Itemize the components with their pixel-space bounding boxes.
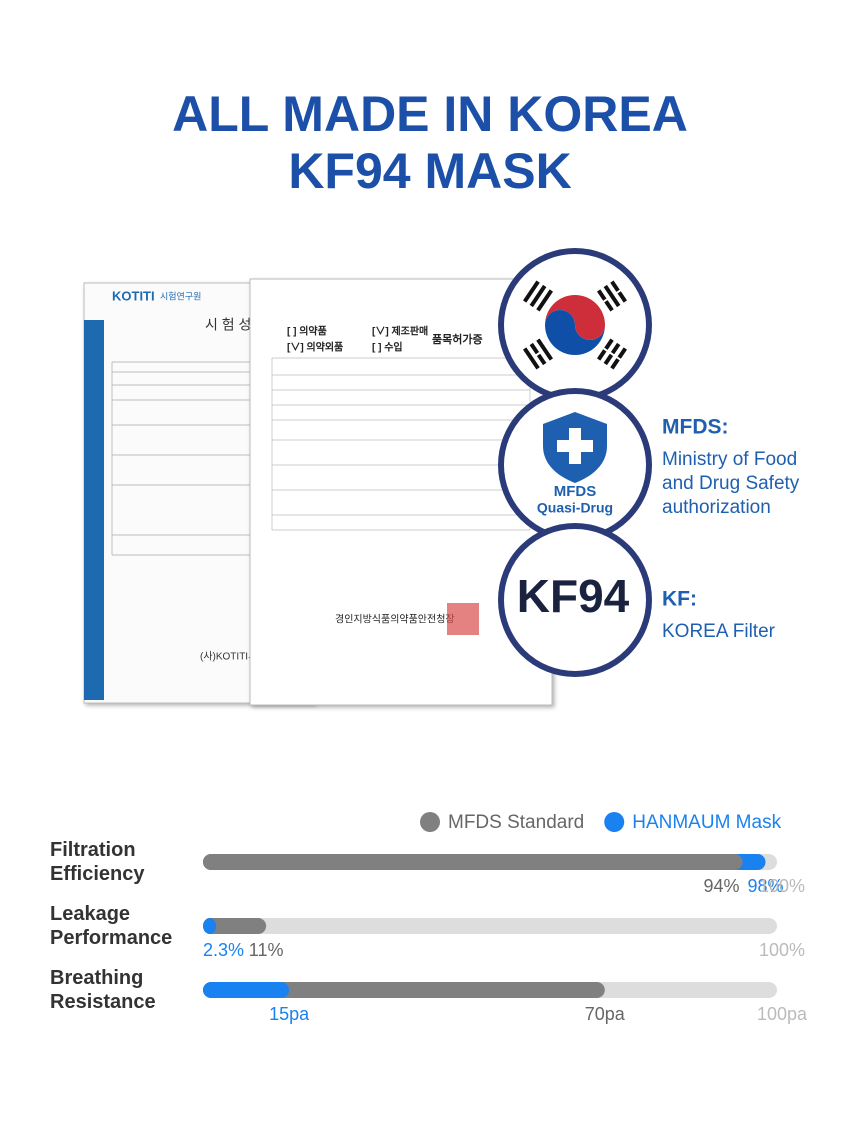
value-label: 94%	[704, 876, 740, 896]
doc-title: 시 험 성	[205, 317, 251, 333]
license: [ ] 의약품 [∨] 제조판매 [∨] 의약외품 [ ] 수입 품목허가증 경…	[249, 278, 553, 706]
doc-title: 품목허가증	[432, 332, 483, 346]
badge-sublabel: Quasi-Drug	[537, 500, 613, 516]
badge-description: Ministry of Food and Drug Safety authori…	[662, 449, 800, 518]
category-label: Breathing Resistance	[50, 967, 156, 1013]
doc-logo: KOTITI	[112, 288, 155, 303]
doc-footer: (사)KOTITI시	[200, 651, 257, 663]
title: KF94 MASK	[288, 143, 571, 199]
badge-description: KOREA Filter	[662, 621, 776, 642]
bar-track	[203, 918, 777, 934]
bar	[203, 854, 743, 870]
doc-text: [∨] 제조판매	[372, 325, 428, 338]
doc-text: [ ] 수입	[372, 341, 403, 354]
badge-heading: MFDS:	[662, 416, 729, 439]
legend-label: MFDS Standard	[448, 812, 584, 833]
value-label: 11%	[249, 940, 284, 960]
doc-text: [ ] 의약품	[287, 325, 327, 338]
doc-org: 시험연구원	[160, 291, 201, 301]
max-label: 100%	[759, 876, 805, 896]
bar	[203, 982, 290, 998]
legend-swatch	[420, 812, 440, 832]
max-label: 100pa	[757, 1004, 808, 1024]
legend-swatch	[604, 812, 625, 832]
badge-label: KF94	[517, 570, 630, 622]
category-label: Leakage Performance	[50, 903, 173, 949]
category-label: Filtration Efficiency	[50, 839, 145, 885]
doc-issuer: 경인지방식품의약품안전청장	[335, 613, 455, 626]
bar	[203, 918, 267, 934]
doc-text: [∨] 의약외품	[287, 341, 343, 354]
bar	[203, 918, 217, 934]
badge-label: MFDS	[554, 483, 597, 500]
max-label: 100%	[759, 940, 805, 960]
mfds-badge: MFDS Quasi-Drug	[498, 388, 652, 542]
title: ALL MADE IN KOREA	[172, 86, 688, 142]
value-label: 70pa	[585, 1004, 626, 1024]
value-label: 98%	[748, 876, 784, 896]
bar	[203, 982, 605, 998]
kf94-badge: KF94	[498, 523, 652, 677]
value-label: 2.3%	[203, 940, 244, 960]
korea-badge	[498, 248, 652, 402]
legend-label: HANMAUM Mask	[632, 812, 781, 833]
badge-heading: KF:	[662, 588, 697, 611]
value-label: 15pa	[269, 1004, 310, 1024]
